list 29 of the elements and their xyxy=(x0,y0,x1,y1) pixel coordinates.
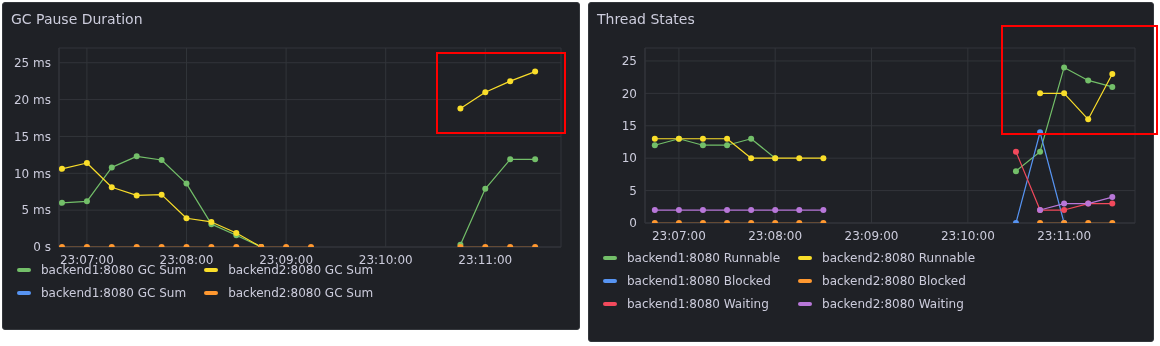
legend-label: backend1:8080 Waiting xyxy=(627,297,769,311)
x-tick-label: 23:08:00 xyxy=(748,228,803,243)
y-tick-label: 0 xyxy=(629,216,637,231)
legend-label: backend2:8080 GC Sum xyxy=(228,286,374,300)
legend-label: backend1:8080 Blocked xyxy=(627,274,771,288)
legend-label: backend1:8080 GC Sum xyxy=(41,263,187,277)
x-tick-label: 23:11:00 xyxy=(458,252,513,267)
x-tick-label: 23:11:00 xyxy=(1037,228,1092,243)
y-tick-label: 10 ms xyxy=(13,166,51,181)
legend-label: backend1:8080 Runnable xyxy=(627,251,781,265)
x-tick-label: 23:10:00 xyxy=(940,228,995,243)
y-tick-label: 0 s xyxy=(33,240,51,255)
legend-label: backend2:8080 Blocked xyxy=(822,274,966,288)
legend-label: backend1:8080 GC Sum xyxy=(41,286,187,300)
y-tick-label: 20 xyxy=(621,86,637,101)
x-tick-label: 23:07:00 xyxy=(651,228,706,243)
x-tick-label: 23:09:00 xyxy=(844,228,899,243)
legend-label: backend2:8080 Runnable xyxy=(822,251,976,265)
y-tick-label: 15 xyxy=(621,119,637,134)
y-tick-label: 20 ms xyxy=(13,92,51,107)
chart-title: GC Pause Duration xyxy=(11,11,143,27)
y-tick-label: 25 ms xyxy=(13,56,51,70)
chart-title: Thread States xyxy=(597,11,695,27)
y-tick-label: 25 xyxy=(621,54,637,69)
y-tick-label: 5 xyxy=(629,183,637,198)
y-tick-label: 5 ms xyxy=(21,203,51,218)
y-tick-label: 15 ms xyxy=(13,129,51,144)
y-tick-label: 10 xyxy=(621,151,637,166)
legend-label: backend2:8080 Waiting xyxy=(822,297,964,311)
